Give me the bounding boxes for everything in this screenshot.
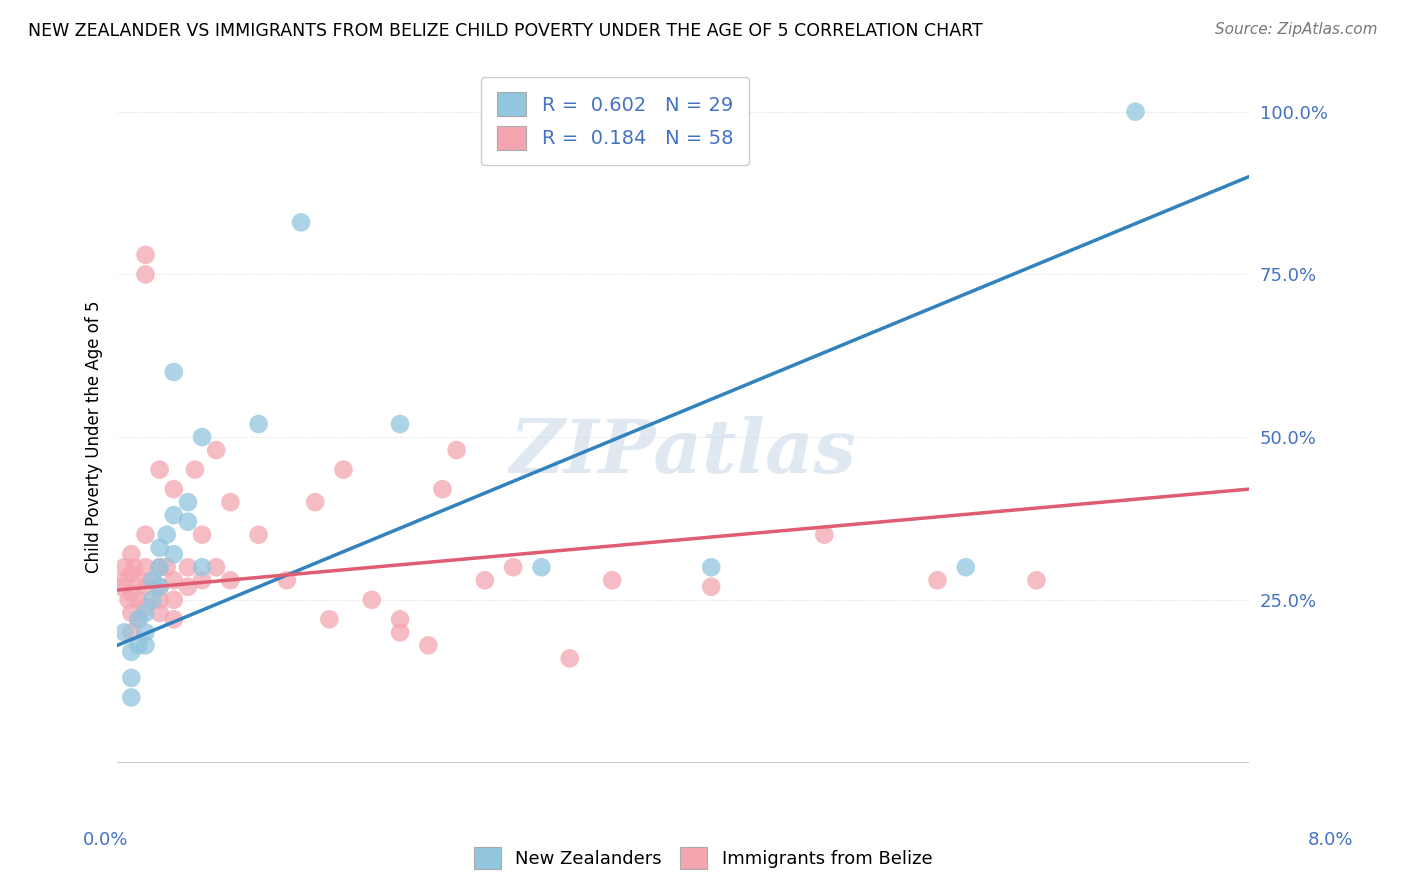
Point xyxy=(290,215,312,229)
Point xyxy=(149,580,172,594)
Point xyxy=(304,495,326,509)
Point xyxy=(389,417,412,431)
Point xyxy=(112,574,135,588)
Point xyxy=(134,599,156,614)
Point xyxy=(205,443,228,458)
Point xyxy=(112,625,135,640)
Legend: New Zealanders, Immigrants from Belize: New Zealanders, Immigrants from Belize xyxy=(465,838,941,879)
Point xyxy=(120,606,142,620)
Point xyxy=(149,541,172,555)
Point xyxy=(813,527,835,541)
Point xyxy=(163,592,186,607)
Point xyxy=(127,612,149,626)
Point xyxy=(247,527,270,541)
Point xyxy=(177,580,200,594)
Point xyxy=(558,651,581,665)
Point xyxy=(149,560,172,574)
Point xyxy=(219,495,242,509)
Y-axis label: Child Poverty Under the Age of 5: Child Poverty Under the Age of 5 xyxy=(86,301,103,574)
Point xyxy=(600,574,623,588)
Point xyxy=(219,574,242,588)
Point xyxy=(177,560,200,574)
Text: ZIPatlas: ZIPatlas xyxy=(509,416,856,489)
Point xyxy=(134,268,156,282)
Point xyxy=(141,574,163,588)
Point xyxy=(127,638,149,652)
Text: 8.0%: 8.0% xyxy=(1308,831,1353,849)
Point xyxy=(530,560,553,574)
Point xyxy=(205,560,228,574)
Point xyxy=(110,580,132,594)
Point xyxy=(332,462,354,476)
Point xyxy=(149,462,172,476)
Point xyxy=(127,612,149,626)
Point xyxy=(418,638,440,652)
Legend: R =  0.602   N = 29, R =  0.184   N = 58: R = 0.602 N = 29, R = 0.184 N = 58 xyxy=(481,77,748,165)
Point xyxy=(446,443,468,458)
Point xyxy=(163,612,186,626)
Point xyxy=(389,612,412,626)
Point xyxy=(156,560,179,574)
Point xyxy=(191,527,214,541)
Point xyxy=(163,508,186,523)
Point xyxy=(474,574,496,588)
Point xyxy=(163,574,186,588)
Point xyxy=(120,625,142,640)
Point xyxy=(156,527,179,541)
Point xyxy=(127,574,149,588)
Point xyxy=(141,592,163,607)
Point xyxy=(120,690,142,705)
Point xyxy=(191,574,214,588)
Point xyxy=(163,365,186,379)
Point xyxy=(1125,104,1147,119)
Point xyxy=(191,430,214,444)
Point xyxy=(177,515,200,529)
Point xyxy=(927,574,949,588)
Point xyxy=(134,638,156,652)
Point xyxy=(127,592,149,607)
Point xyxy=(120,547,142,561)
Point xyxy=(120,671,142,685)
Text: NEW ZEALANDER VS IMMIGRANTS FROM BELIZE CHILD POVERTY UNDER THE AGE OF 5 CORRELA: NEW ZEALANDER VS IMMIGRANTS FROM BELIZE … xyxy=(28,22,983,40)
Point xyxy=(141,574,163,588)
Point xyxy=(120,566,142,581)
Point xyxy=(134,606,156,620)
Point xyxy=(122,560,145,574)
Point xyxy=(134,560,156,574)
Point xyxy=(134,527,156,541)
Point xyxy=(700,560,723,574)
Point xyxy=(134,580,156,594)
Text: 0.0%: 0.0% xyxy=(83,831,128,849)
Point xyxy=(191,560,214,574)
Point xyxy=(149,560,172,574)
Point xyxy=(955,560,977,574)
Point xyxy=(120,586,142,600)
Point xyxy=(700,580,723,594)
Point xyxy=(360,592,382,607)
Point xyxy=(177,495,200,509)
Point xyxy=(502,560,524,574)
Point xyxy=(184,462,207,476)
Point xyxy=(247,417,270,431)
Point xyxy=(134,625,156,640)
Text: Source: ZipAtlas.com: Source: ZipAtlas.com xyxy=(1215,22,1378,37)
Point xyxy=(432,482,454,496)
Point xyxy=(163,482,186,496)
Point xyxy=(149,592,172,607)
Point xyxy=(276,574,298,588)
Point xyxy=(134,248,156,262)
Point xyxy=(112,560,135,574)
Point xyxy=(389,625,412,640)
Point xyxy=(149,580,172,594)
Point xyxy=(318,612,340,626)
Point xyxy=(149,606,172,620)
Point xyxy=(120,645,142,659)
Point xyxy=(163,547,186,561)
Point xyxy=(117,592,139,607)
Point xyxy=(1025,574,1047,588)
